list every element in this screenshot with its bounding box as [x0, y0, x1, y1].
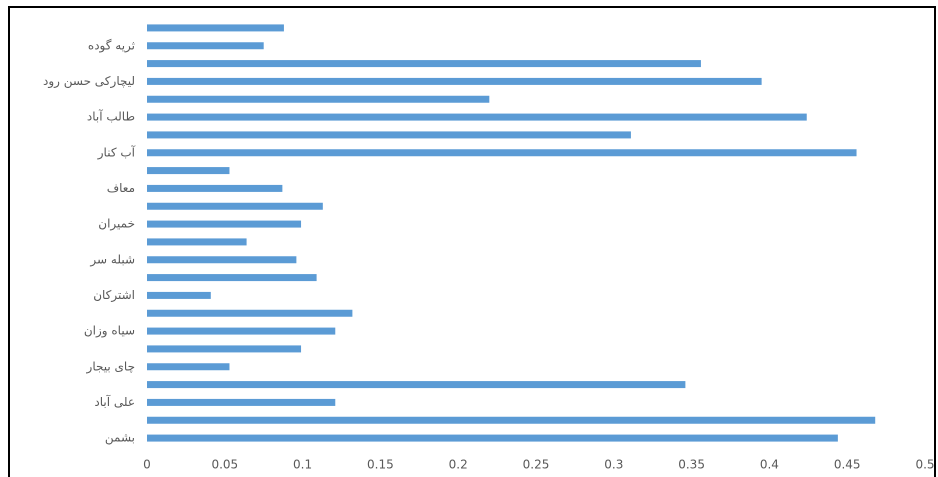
bar [147, 60, 701, 68]
x-tick-label: 0.4 [760, 458, 779, 472]
bar [147, 434, 838, 442]
bar [147, 363, 230, 371]
y-tick-label: ثریه گوده [88, 38, 135, 53]
bar [147, 42, 264, 50]
bar [147, 238, 247, 246]
bar [147, 167, 230, 175]
y-tick-label: سیاه وزان [84, 324, 135, 339]
bar [147, 309, 353, 317]
bar [147, 220, 302, 228]
x-tick-label: 0.1 [293, 458, 312, 472]
bar [147, 95, 490, 103]
bar [147, 416, 876, 424]
bar [147, 345, 302, 353]
bar [147, 291, 211, 299]
y-tick-label: طالب آباد [87, 109, 135, 124]
x-tick-label: 0.45 [834, 458, 861, 472]
y-tick-label: چای بیجار [86, 359, 135, 374]
x-tick-label: 0.5 [915, 458, 934, 472]
y-tick-label: شبله سر [89, 252, 135, 267]
y-tick-label: معاف [107, 181, 135, 195]
bar [147, 256, 297, 264]
bar [147, 381, 686, 389]
x-tick-label: 0.15 [367, 458, 394, 472]
bar [147, 77, 762, 85]
y-tick-label: لیچارکی حسن رود [43, 74, 135, 89]
x-tick-label: 0.35 [678, 458, 705, 472]
y-tick-label: بشمن [105, 431, 135, 446]
x-tick-label: 0.2 [449, 458, 468, 472]
y-tick-label: اشترکان [93, 288, 135, 303]
x-tick-label: 0.05 [211, 458, 238, 472]
y-tick-label: علی آباد [94, 394, 135, 409]
bar [147, 131, 631, 139]
bar [147, 327, 336, 335]
bar [147, 24, 284, 32]
bar [147, 113, 807, 121]
bar [147, 274, 317, 282]
x-tick-label: 0 [143, 458, 151, 472]
bar [147, 202, 323, 210]
y-tick-label: خمیران [98, 217, 135, 232]
x-tick-label: 0.3 [604, 458, 623, 472]
bar [147, 149, 857, 157]
y-tick-label: آب کنار [97, 144, 136, 160]
bar [147, 398, 336, 406]
x-tick-label: 0.25 [523, 458, 550, 472]
bar [147, 184, 283, 192]
